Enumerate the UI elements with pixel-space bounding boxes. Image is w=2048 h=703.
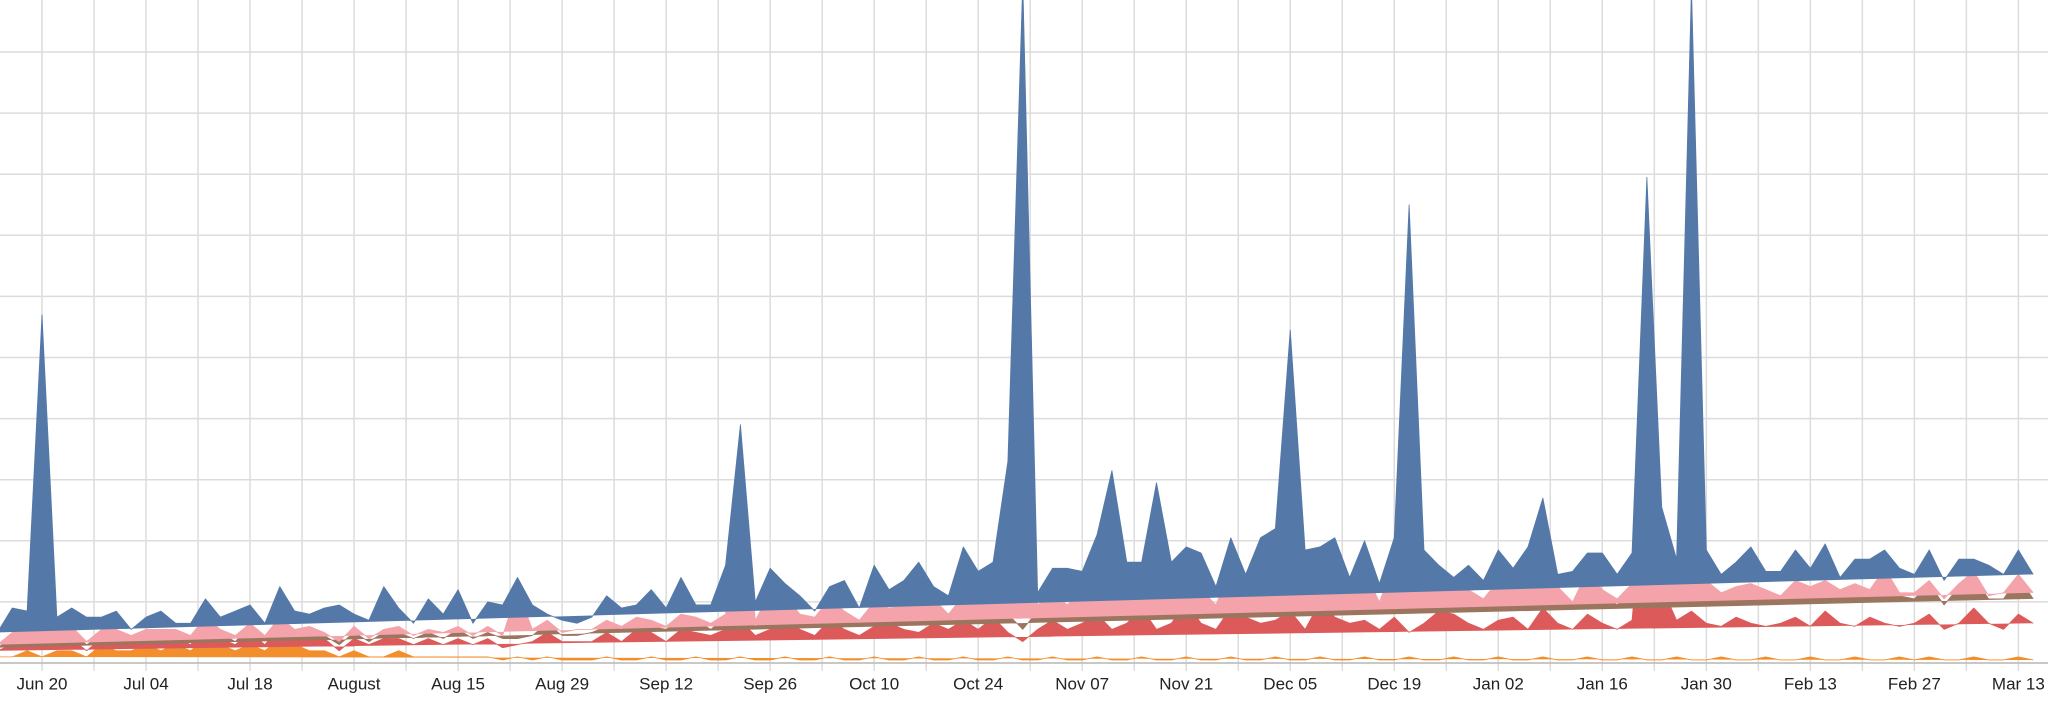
x-tick-label: Nov 07: [1055, 674, 1109, 693]
x-tick-label: Jul 18: [227, 674, 272, 693]
x-tick-label: Sep 26: [743, 674, 797, 693]
x-tick-label: Feb 13: [1784, 674, 1837, 693]
x-tick-label: Aug 29: [535, 674, 589, 693]
x-tick-label: Jan 30: [1681, 674, 1732, 693]
x-tick-label: Jul 04: [123, 674, 168, 693]
x-tick-label: Dec 05: [1263, 674, 1317, 693]
x-tick-label: August: [328, 674, 381, 693]
x-tick-label: Jan 02: [1473, 674, 1524, 693]
x-tick-label: Nov 21: [1159, 674, 1213, 693]
x-tick-label: Mar 13: [1992, 674, 2045, 693]
x-tick-label: Dec 19: [1367, 674, 1421, 693]
x-tick-label: Jan 16: [1577, 674, 1628, 693]
x-tick-label: Feb 27: [1888, 674, 1941, 693]
x-tick-label: Oct 10: [849, 674, 899, 693]
x-tick-label: Oct 24: [953, 674, 1003, 693]
x-tick-label: Sep 12: [639, 674, 693, 693]
x-tick-label: Jun 20: [16, 674, 67, 693]
area: [0, 0, 2034, 633]
x-tick-label: Aug 15: [431, 674, 485, 693]
